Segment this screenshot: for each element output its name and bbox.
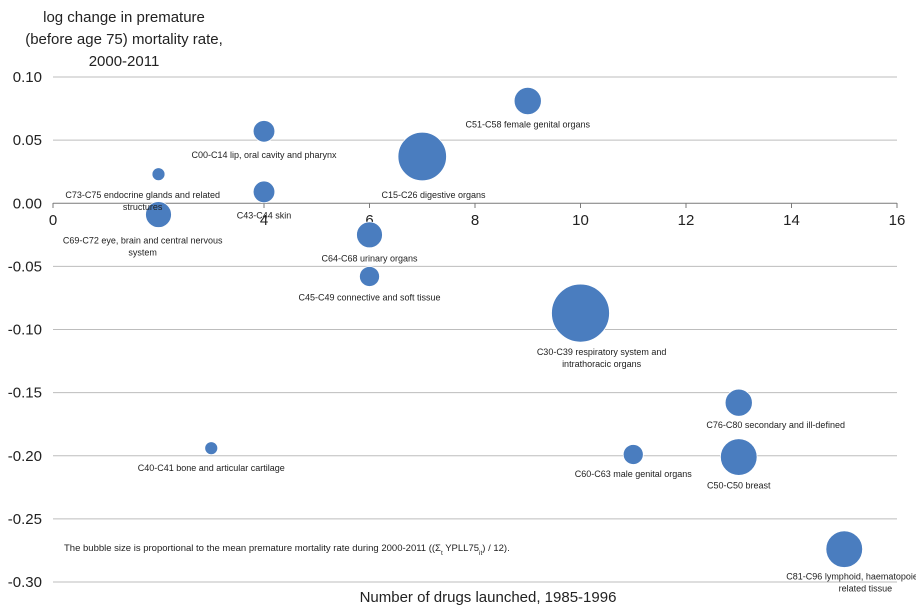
y-tick-labels: 0.10 0.05 0.00 -0.05 -0.10 -0.15 -0.20 -0.25 -0.…	[8, 69, 42, 591]
y-tick-label: -0.20	[8, 448, 42, 465]
bubble-label: system	[128, 248, 157, 258]
gridlines	[53, 76, 897, 583]
bubble-label: C30-C39 respiratory system and	[537, 347, 667, 357]
x-tick-label: 8	[471, 212, 479, 229]
y-tick-label: -0.25	[8, 511, 42, 528]
bubble	[359, 266, 380, 287]
bubble	[720, 438, 758, 476]
y-tick-label: 0.05	[13, 132, 42, 149]
bubble	[551, 283, 610, 343]
bubble-label: structures	[123, 202, 163, 212]
bubble-label: intrathoracic organs	[562, 359, 642, 369]
bubble	[252, 120, 276, 143]
y-axis-title-line-2: (before age 75) mortality rate,	[25, 31, 223, 48]
bubble	[397, 131, 447, 182]
bubble-labels: C51-C58 female genital organs C00-C14 lip…	[63, 120, 916, 594]
bubble-label: C50-C50 breast	[707, 481, 771, 491]
bubble-label: related tissue	[839, 583, 893, 593]
y-tick-label: -0.30	[8, 574, 42, 591]
note-subscript-t: t	[441, 550, 443, 557]
y-axis-title: log change in premature (before age 75) …	[25, 9, 223, 70]
x-tick-label: 14	[783, 212, 800, 229]
x-tick-label: 10	[572, 212, 589, 229]
bubble-label: C51-C58 female genital organs	[465, 120, 590, 130]
x-tick-label: 6	[365, 212, 373, 229]
bubble	[724, 388, 753, 417]
y-tick-label: -0.15	[8, 385, 42, 402]
bubble-label: C73-C75 endocrine glands and related	[65, 190, 220, 200]
bubble	[151, 167, 166, 182]
bubble-label: C40-C41 bone and articular cartilage	[138, 463, 285, 473]
note-end: ) / 12).	[482, 543, 509, 554]
bubble-label: C45-C49 connective and soft tissue	[298, 292, 440, 302]
x-axis: 0246810121416	[49, 203, 906, 229]
y-tick-label: -0.05	[8, 258, 42, 275]
bubble	[622, 444, 644, 465]
y-axis-title-line-1: log change in premature	[43, 9, 205, 26]
bubble	[356, 221, 383, 249]
bubble-label: C00-C14 lip, oral cavity and pharynx	[191, 150, 337, 160]
bubble-label: C43-C44 skin	[237, 210, 292, 220]
bubble-label: C69-C72 eye, brain and central nervous	[63, 236, 223, 246]
x-tick-label: 0	[49, 212, 57, 229]
y-tick-label: 0.00	[13, 195, 42, 212]
bubble-label: C76-C80 secondary and ill-defined	[706, 420, 845, 430]
x-axis-title: Number of drugs launched, 1985-1996	[360, 589, 617, 606]
note-mid: YPLL75	[443, 543, 479, 554]
bubble-label: C64-C68 urinary organs	[321, 253, 418, 263]
x-tick-label: 4	[260, 212, 268, 229]
bubble-size-note: The bubble size is proportional to the m…	[64, 543, 510, 557]
note-subscript-it: it	[479, 550, 482, 557]
bubbles	[145, 86, 863, 568]
y-tick-label: 0.10	[13, 69, 42, 86]
bubble	[252, 180, 276, 204]
y-axis-title-line-3: 2000-2011	[89, 53, 160, 70]
bubble-label: C15-C26 digestive organs	[381, 190, 486, 200]
x-tick-label: 12	[678, 212, 695, 229]
bubble	[825, 530, 863, 568]
note-main: The bubble size is proportional to the m…	[64, 543, 441, 554]
bubble-label: C81-C96 lymphoid, haematopoietic and	[786, 571, 916, 581]
bubble	[145, 201, 172, 228]
bubble-label: C60-C63 male genital organs	[575, 469, 693, 479]
y-tick-label: -0.10	[8, 322, 42, 339]
bubble	[204, 441, 219, 456]
x-tick-label: 16	[889, 212, 906, 229]
bubble	[513, 86, 542, 115]
